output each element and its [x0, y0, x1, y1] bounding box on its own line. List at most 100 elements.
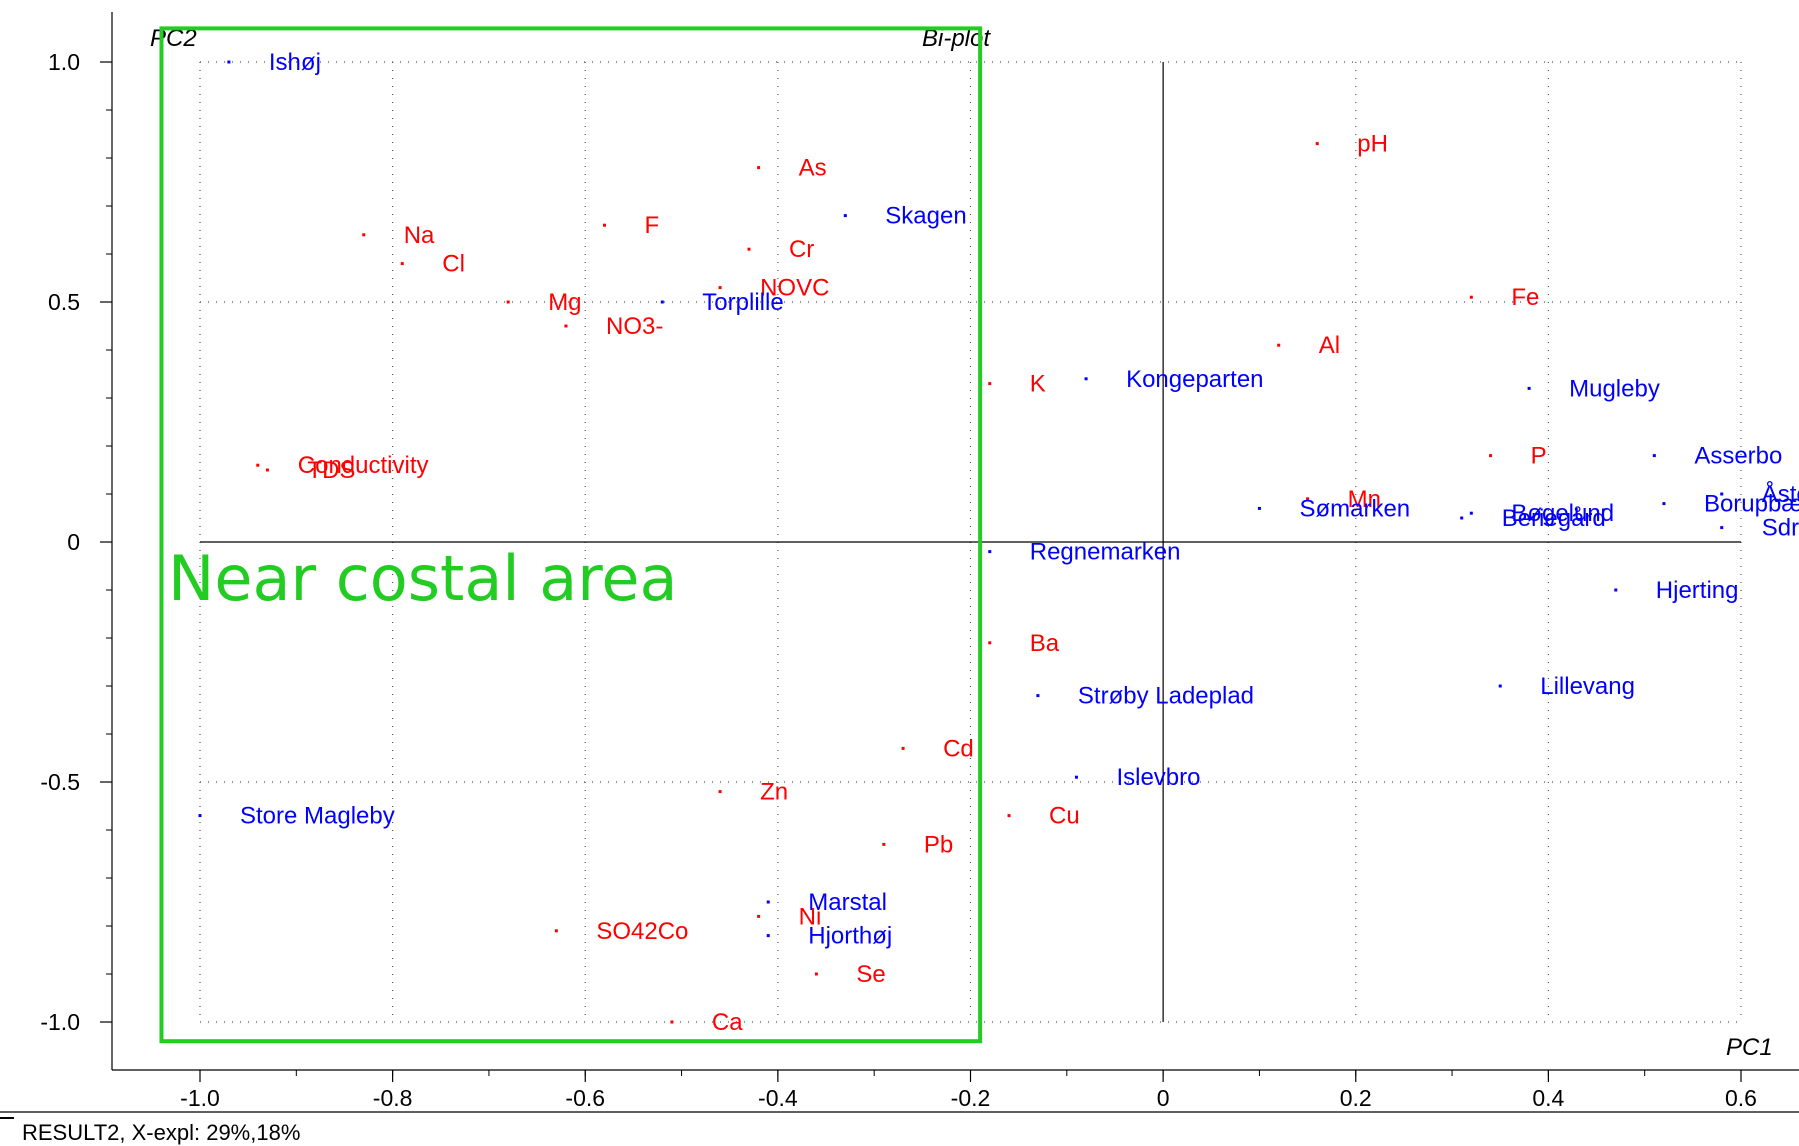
data-point — [814, 972, 818, 976]
data-point — [1720, 526, 1724, 530]
data-point — [1074, 775, 1078, 779]
point-label: Asserbo — [1694, 443, 1782, 470]
data-point — [227, 60, 231, 64]
x-tick-label: 0.4 — [1532, 1085, 1564, 1111]
x-tick-label: -0.6 — [565, 1085, 605, 1111]
point-label: Store Magleby — [240, 803, 395, 830]
data-point — [198, 814, 202, 818]
data-point — [670, 1020, 674, 1024]
data-point — [757, 166, 761, 170]
x-tick-label: -0.8 — [373, 1085, 413, 1111]
point-label: As — [799, 155, 827, 182]
point-label: Kongeparten — [1126, 366, 1263, 393]
x-tick-label: -0.4 — [758, 1085, 798, 1111]
annotation-label: Near costal area — [168, 542, 678, 615]
point-label: Ba — [1030, 630, 1060, 657]
point-label: pH — [1357, 131, 1388, 158]
point-label: SO42Co — [596, 918, 688, 945]
data-point — [1489, 454, 1493, 458]
data-point — [1498, 684, 1502, 688]
point-label: Ni — [799, 903, 822, 930]
footer-status: RESULT2, X-expl: 29%,18% — [22, 1120, 301, 1145]
point-label: Beriegård — [1502, 505, 1606, 532]
point-label: Åsted — [1762, 480, 1799, 508]
point-label: F — [645, 212, 660, 239]
highlight-rect — [159, 26, 983, 1044]
y-tick-label: -0.5 — [40, 769, 80, 795]
data-point — [757, 914, 761, 918]
data-point — [265, 468, 269, 472]
data-point — [1036, 694, 1040, 698]
point-label: Strøby Ladeplad — [1078, 683, 1254, 710]
data-point — [1306, 497, 1310, 501]
data-point — [603, 223, 607, 227]
data-point — [1007, 814, 1011, 818]
x-tick-label: 0.2 — [1340, 1085, 1372, 1111]
data-point — [718, 790, 722, 794]
y-tick-label: 0 — [67, 529, 80, 555]
data-point — [747, 247, 751, 251]
point-label: Al — [1319, 332, 1340, 359]
data-point — [843, 214, 847, 218]
point-label: Conductivity — [298, 452, 429, 479]
point-label: Lillevang — [1540, 673, 1635, 700]
point-label: Pb — [924, 831, 953, 858]
data-point — [766, 934, 770, 938]
y-tick-label: -1.0 — [40, 1009, 80, 1035]
point-label: Borupbæk — [1704, 491, 1799, 518]
data-point — [1469, 511, 1473, 515]
point-label: Cu — [1049, 803, 1080, 830]
point-label: Se — [856, 961, 885, 988]
data-point — [256, 463, 260, 467]
point-label: Islevbro — [1116, 764, 1200, 791]
point-label: Mg — [548, 289, 581, 316]
data-point — [1315, 142, 1319, 146]
data-point — [766, 900, 770, 904]
data-point — [1469, 295, 1473, 299]
point-label: Torplille — [702, 289, 783, 316]
data-point — [554, 929, 558, 933]
point-label: NO3- — [606, 313, 663, 340]
data-point — [1277, 343, 1281, 347]
point-label: Cr — [789, 236, 814, 263]
data-point — [400, 262, 404, 266]
data-point — [718, 286, 722, 290]
point-label: Mugleby — [1569, 375, 1660, 402]
point-label: P — [1531, 443, 1547, 470]
y-tick-label: 1.0 — [48, 49, 80, 75]
point-label: Cl — [442, 251, 465, 278]
point-label: TDS — [307, 457, 355, 484]
point-label: K — [1030, 371, 1046, 398]
x-tick-label: 0.6 — [1725, 1085, 1757, 1111]
data-point — [660, 300, 664, 304]
x-tick-label: -1.0 — [180, 1085, 220, 1111]
data-point — [1652, 454, 1656, 458]
point-label: Sdr. Rosek — [1762, 515, 1799, 542]
point-label: Zn — [760, 779, 788, 806]
point-label: Ishøj — [269, 49, 321, 76]
data-point — [1527, 386, 1531, 390]
point-label: Bøgelund — [1511, 500, 1614, 527]
data-point — [988, 382, 992, 386]
point-label: Sømarken — [1299, 495, 1410, 522]
x-tick-label: -0.2 — [951, 1085, 991, 1111]
point-label: Ca — [712, 1009, 743, 1036]
point-label: Hjerting — [1656, 577, 1739, 604]
data-point — [901, 746, 905, 750]
point-label: Marstal — [808, 889, 887, 916]
data-point — [1662, 502, 1666, 506]
data-point — [1720, 492, 1724, 496]
data-point — [564, 324, 568, 328]
data-point — [988, 641, 992, 645]
point-label: Mn — [1348, 486, 1381, 513]
y-tick-label: 0.5 — [48, 289, 80, 315]
data-point — [882, 842, 886, 846]
point-label: Skagen — [885, 203, 966, 230]
point-label: Na — [404, 222, 435, 249]
data-point — [1460, 516, 1464, 520]
point-label: Fe — [1511, 284, 1539, 311]
point-label: Cd — [943, 735, 974, 762]
grid-lines — [199, 61, 1742, 1023]
